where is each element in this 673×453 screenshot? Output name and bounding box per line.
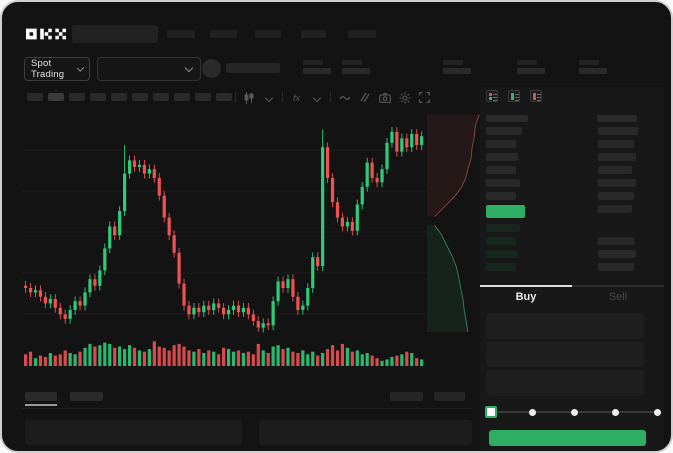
ask-amount-row[interactable] xyxy=(598,192,634,200)
stat-skeleton xyxy=(342,60,362,65)
stat-skeleton xyxy=(579,68,607,74)
amount-field[interactable] xyxy=(486,342,644,367)
stat-skeleton xyxy=(443,60,463,65)
book-bids-icon[interactable] xyxy=(508,90,520,102)
stat-skeleton xyxy=(517,68,545,74)
bid-amount-row[interactable] xyxy=(598,263,634,271)
ask-amount-row[interactable] xyxy=(598,179,636,187)
ask-price-row[interactable] xyxy=(486,192,516,200)
ask-price-row[interactable] xyxy=(486,127,522,135)
slider-stop-selected[interactable] xyxy=(485,406,497,418)
compare-icon[interactable] xyxy=(358,91,371,104)
pair-name-skeleton xyxy=(226,63,280,73)
slider-stop[interactable] xyxy=(612,408,619,416)
amount-column-header-skeleton xyxy=(597,115,637,122)
timeframe-button-skeleton[interactable] xyxy=(132,93,148,101)
bid-price-row[interactable] xyxy=(486,263,516,271)
bid-price-row[interactable] xyxy=(486,224,520,232)
fullscreen-icon[interactable] xyxy=(418,91,431,104)
timeframe-button-skeleton[interactable] xyxy=(174,93,190,101)
ask-price-row[interactable] xyxy=(486,179,520,187)
settings-icon[interactable] xyxy=(398,91,411,104)
ask-amount-row[interactable] xyxy=(598,166,632,174)
stat-skeleton xyxy=(303,68,331,74)
timeframe-button-skeleton[interactable] xyxy=(216,93,232,101)
bottom-active-tab-underline xyxy=(25,404,57,406)
ask-price-row[interactable] xyxy=(486,140,516,148)
ask-amount-row[interactable] xyxy=(598,127,638,135)
indicators-icon[interactable]: fx xyxy=(292,92,300,103)
toolbar-divider xyxy=(282,92,283,103)
bid-amount-row[interactable] xyxy=(598,237,634,245)
ask-amount-row[interactable] xyxy=(598,153,636,161)
timeframe-button-skeleton[interactable] xyxy=(27,93,43,101)
timeframe-button-skeleton[interactable] xyxy=(90,93,106,101)
nav-item-skeleton[interactable] xyxy=(167,30,195,38)
nav-item-skeleton[interactable] xyxy=(210,30,237,38)
tab-sell[interactable]: Sell xyxy=(608,291,628,303)
nav-item-skeleton[interactable] xyxy=(301,30,326,38)
book-asks-icon[interactable] xyxy=(530,90,542,102)
coin-icon xyxy=(202,59,221,78)
bid-amount-row[interactable] xyxy=(598,250,636,258)
bottom-tab-skeleton[interactable] xyxy=(25,392,57,401)
stat-skeleton xyxy=(342,68,370,74)
timeframe-button-skeleton[interactable] xyxy=(69,93,85,101)
orders-panel-skeleton xyxy=(259,420,472,445)
okx-logo[interactable] xyxy=(26,28,66,40)
timeframe-button-skeleton[interactable] xyxy=(195,93,211,101)
chart-type-icon[interactable] xyxy=(242,91,255,104)
price-column-header-skeleton xyxy=(486,115,528,122)
timeframe-button-skeleton[interactable] xyxy=(111,93,127,101)
bottom-control-skeleton[interactable] xyxy=(434,392,465,401)
market-type-label: Spot Trading xyxy=(31,58,65,80)
slider-stop[interactable] xyxy=(529,408,536,416)
order-book-panel: Buy Sell xyxy=(480,87,664,451)
market-type-selector[interactable]: Spot Trading xyxy=(24,57,90,81)
wave-icon[interactable] xyxy=(338,91,351,104)
active-tab-underline xyxy=(480,285,572,287)
last-price-highlight[interactable] xyxy=(486,205,525,218)
nav-item-skeleton[interactable] xyxy=(348,30,376,38)
stat-skeleton xyxy=(303,60,323,65)
camera-icon[interactable] xyxy=(378,91,391,104)
nav-item-skeleton[interactable] xyxy=(255,30,281,38)
slider-stop[interactable] xyxy=(653,408,661,416)
bottom-tab-skeleton[interactable] xyxy=(70,392,103,401)
bottom-control-skeleton[interactable] xyxy=(390,392,423,401)
timeframe-button-skeleton[interactable] xyxy=(48,93,64,101)
orders-panel-skeleton xyxy=(25,420,242,445)
candlestick-chart[interactable] xyxy=(22,110,427,370)
bid-price-row[interactable] xyxy=(486,250,518,258)
ask-price-row[interactable] xyxy=(486,166,516,174)
total-field[interactable] xyxy=(486,370,644,396)
ask-amount-row[interactable] xyxy=(598,140,634,148)
ask-amount-row[interactable] xyxy=(598,205,632,213)
bid-price-row[interactable] xyxy=(486,237,516,245)
chevron-down-icon[interactable] xyxy=(262,91,275,104)
chevron-down-icon[interactable] xyxy=(310,91,323,104)
pair-select[interactable] xyxy=(97,57,201,81)
tab-divider xyxy=(572,285,664,287)
stat-skeleton xyxy=(579,60,599,65)
timeframe-button-skeleton[interactable] xyxy=(153,93,169,101)
depth-chart[interactable] xyxy=(427,110,482,332)
stat-skeleton xyxy=(443,68,471,74)
header-search-skeleton[interactable] xyxy=(72,25,158,43)
bottom-divider xyxy=(22,408,472,409)
logo-text: OKX xyxy=(2,2,3,3)
submit-order-button[interactable] xyxy=(489,430,646,446)
toolbar-divider xyxy=(235,92,236,103)
price-field[interactable] xyxy=(486,313,644,339)
tab-buy[interactable]: Buy xyxy=(515,291,537,303)
chevron-down-icon xyxy=(184,63,194,73)
toolbar-divider xyxy=(330,92,331,103)
slider-stop[interactable] xyxy=(570,408,578,416)
stat-skeleton xyxy=(517,60,537,65)
book-both-icon[interactable] xyxy=(486,90,498,102)
ask-price-row[interactable] xyxy=(486,153,518,161)
